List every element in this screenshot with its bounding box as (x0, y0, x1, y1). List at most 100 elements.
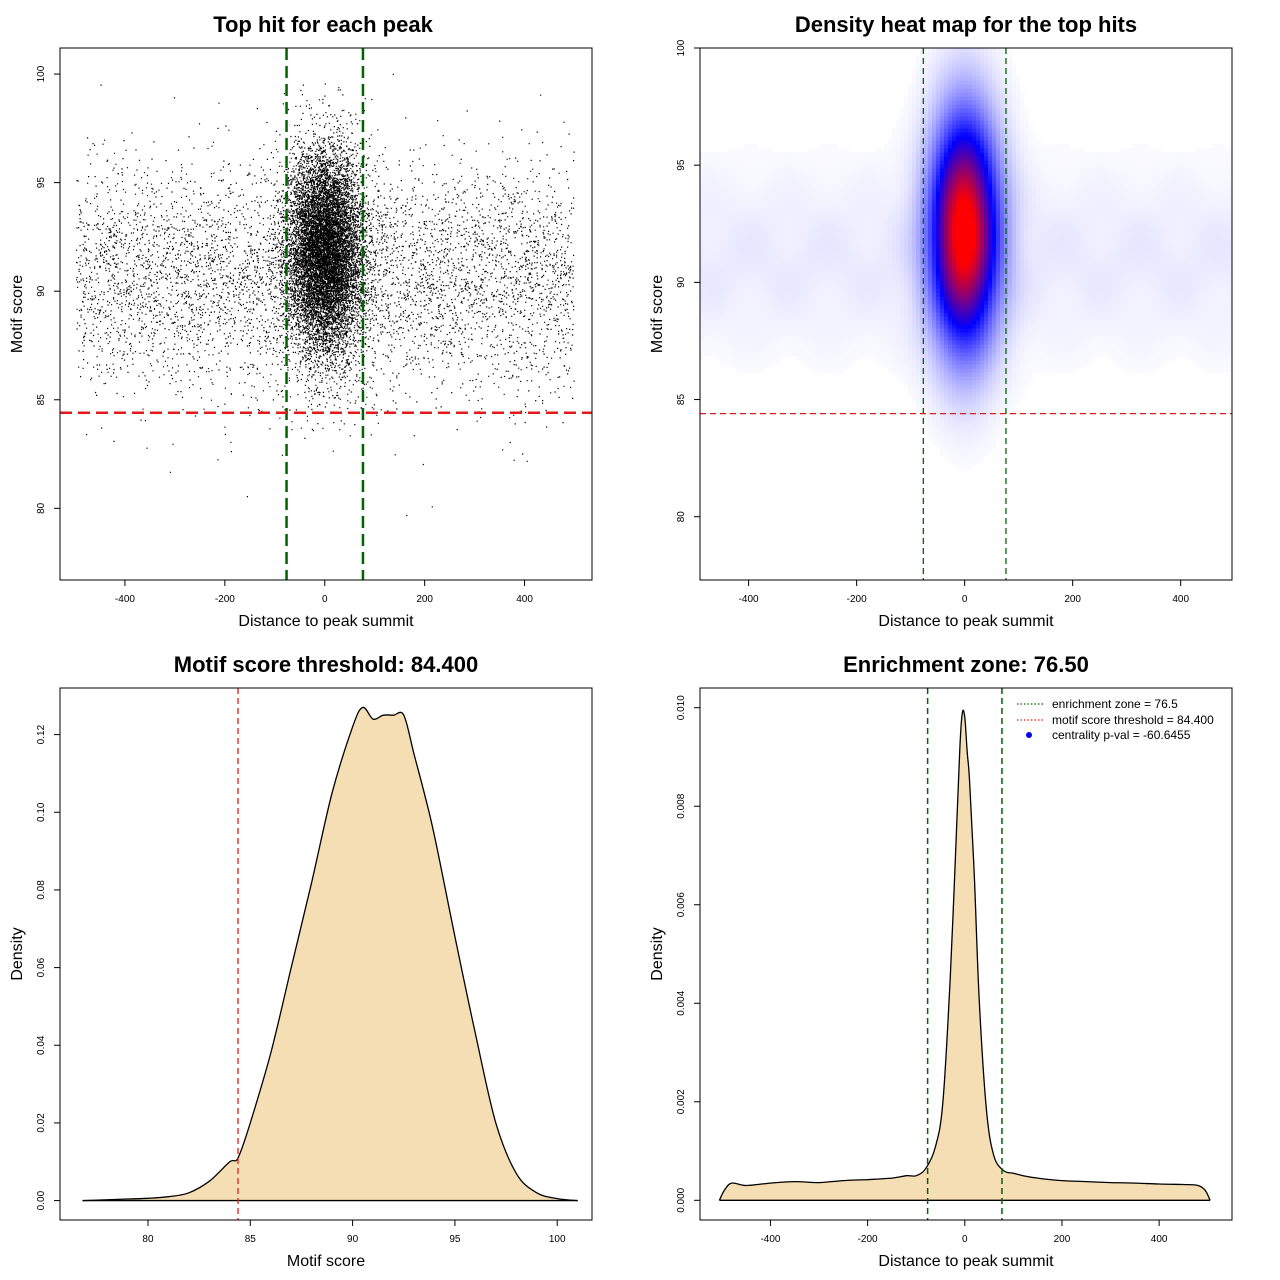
heatmap-cell (756, 360, 761, 365)
scatter-panel: Top hit for each peak -400 -200 0 200 400808… (9, 12, 593, 630)
heatmap-cell (936, 392, 941, 397)
heatmap-cell (808, 208, 813, 213)
heatmap-cell (744, 148, 749, 153)
heatmap-cell (764, 292, 769, 297)
heatmap-cell (740, 340, 745, 345)
heatmap-cell (948, 212, 953, 217)
heatmap-cell (972, 204, 977, 209)
heatmap-cell (752, 268, 757, 273)
heatmap-cell (980, 228, 985, 233)
heatmap-cell (956, 328, 961, 333)
heatmap-cell (884, 332, 889, 337)
scatter-xtick-label: 400 (516, 594, 533, 605)
heatmap-cell (724, 164, 729, 169)
heatmap-cell (968, 136, 973, 141)
heatmap-cell (892, 260, 897, 265)
heatmap-cell (728, 216, 733, 221)
heatmap-cell (952, 52, 957, 57)
heatmap-cell (868, 300, 873, 305)
heatmap-cell (988, 144, 993, 149)
heatmap-cell (948, 208, 953, 213)
heatmap-cell (844, 172, 849, 177)
heatmap-cell (756, 148, 761, 153)
heatmap-cell (760, 308, 765, 313)
heatmap-cell (920, 304, 925, 309)
heatmap-cell (780, 236, 785, 241)
heatmap-cell (804, 204, 809, 209)
heatmap-cell (928, 364, 933, 369)
heatmap-cell (768, 152, 773, 157)
heatmap-cell (928, 248, 933, 253)
heatmap-cell (932, 188, 937, 193)
heatmap-cell (912, 232, 917, 237)
heatmap-cell (808, 228, 813, 233)
heatmap-cell (756, 220, 761, 225)
heatmap-cell (864, 252, 869, 257)
heatmap-cell (852, 220, 857, 225)
heatmap-cell (892, 152, 897, 157)
heatmap-cell (720, 196, 725, 201)
heatmap-cell (960, 236, 965, 241)
heatmap-cell (876, 296, 881, 301)
heatmap-cell (944, 160, 949, 165)
heatmap-cell (792, 320, 797, 325)
heatmap-cell (980, 324, 985, 329)
heatmap-cell (844, 264, 849, 269)
heatmap-cell (980, 112, 985, 117)
heatmap-cell (840, 324, 845, 329)
heatmap-cell (812, 228, 817, 233)
heatmap-cell (908, 204, 913, 209)
heatmap-cell (988, 448, 993, 453)
heatmap-cell (856, 208, 861, 213)
heatmap-cell (988, 188, 993, 193)
heatmap-cell (808, 292, 813, 297)
heatmap-cell (932, 196, 937, 201)
heatmap-cell (928, 408, 933, 413)
heatmap-cell (936, 124, 941, 129)
heatmap-cell (716, 236, 721, 241)
heatmap-cell (732, 232, 737, 237)
heatmap-cell (820, 232, 825, 237)
heatmap-cell (764, 184, 769, 189)
heatmap-cell (760, 284, 765, 289)
heatmap-cell (936, 224, 941, 229)
heatmap-cell (988, 152, 993, 157)
heatmap-cell (984, 368, 989, 373)
heatmap-cell (944, 116, 949, 121)
heatmap-cell (956, 176, 961, 181)
heatmap-cell (752, 308, 757, 313)
heatmap-cell (948, 344, 953, 349)
heatmap-cell (776, 356, 781, 361)
heatmap-cell (984, 184, 989, 189)
heatmap-cell (836, 180, 841, 185)
heatmap-cell (932, 300, 937, 305)
heatmap-cell (752, 344, 757, 349)
heatmap-cell (952, 408, 957, 413)
heatmap-cell (896, 276, 901, 281)
heatmap-cell (944, 264, 949, 269)
heatmap-cell (772, 300, 777, 305)
heatmap-cell (940, 116, 945, 121)
heatmap-cell (796, 352, 801, 357)
heatmap-cell (964, 400, 969, 405)
heatmap-cell (780, 312, 785, 317)
heatmap-cell (984, 156, 989, 161)
heatmap-cell (984, 188, 989, 193)
heatmap-cell (852, 180, 857, 185)
heatmap-cell (724, 208, 729, 213)
heatmap-cell (940, 428, 945, 433)
heatmap-cell (816, 268, 821, 273)
heatmap-cell (740, 188, 745, 193)
heatmap-cell (924, 376, 929, 381)
heatmap-cell (836, 164, 841, 169)
heatmap-cell (968, 236, 973, 241)
heatmap-cell (852, 276, 857, 281)
heatmap-cell (768, 356, 773, 361)
heatmap-cell (888, 188, 893, 193)
heatmap-cell (764, 248, 769, 253)
heatmap-cell (772, 324, 777, 329)
heatmap-cell (816, 280, 821, 285)
heatmap-cell (916, 396, 921, 401)
heatmap-cell (724, 260, 729, 265)
heatmap-cell (728, 212, 733, 217)
